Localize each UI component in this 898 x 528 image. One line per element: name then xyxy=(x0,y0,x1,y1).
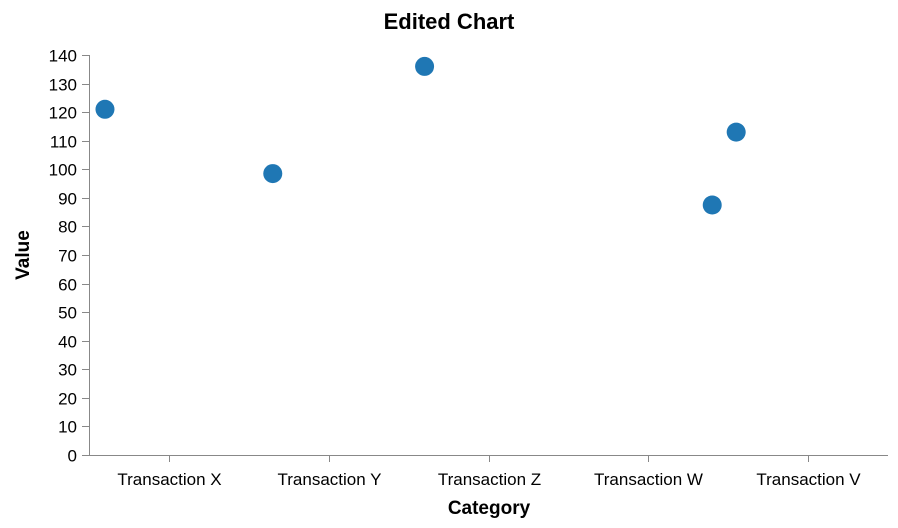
y-tick-label: 130 xyxy=(49,76,77,95)
y-tick-label: 40 xyxy=(58,333,77,352)
x-axis-title: Category xyxy=(448,498,531,519)
data-point xyxy=(263,164,283,184)
y-tick-label: 0 xyxy=(68,447,77,466)
y-axis-title: Value xyxy=(13,230,34,280)
x-tick-label: Transaction V xyxy=(756,470,861,489)
y-tick-label: 120 xyxy=(49,104,77,123)
data-point xyxy=(702,195,722,215)
chart-title: Edited Chart xyxy=(384,9,515,34)
x-axis: Transaction X Transaction Y Transaction Z T… xyxy=(89,455,888,489)
x-tick-label: Transaction Y xyxy=(278,470,382,489)
x-tick-label: Transaction W xyxy=(594,470,703,489)
y-tick-label: 110 xyxy=(50,133,77,152)
y-tick-label: 30 xyxy=(58,361,77,380)
y-tick-label: 50 xyxy=(58,304,77,323)
y-tick-label: 90 xyxy=(58,190,77,209)
data-point xyxy=(726,122,746,142)
y-axis: 0 10 20 30 40 50 60 70 80 90 100 110 120 130 140 xyxy=(49,47,90,466)
data-point xyxy=(95,99,115,119)
y-tick-label: 10 xyxy=(58,418,77,437)
y-tick-label: 20 xyxy=(58,390,77,409)
y-tick-label: 70 xyxy=(58,247,77,266)
y-tick-label: 60 xyxy=(58,276,77,295)
y-tick-label: 100 xyxy=(49,161,77,180)
x-tick-label: Transaction X xyxy=(117,470,221,489)
y-tick-label: 140 xyxy=(49,47,77,66)
y-tick-label: 80 xyxy=(58,218,77,237)
data-points xyxy=(95,56,746,215)
data-point xyxy=(415,56,435,76)
x-tick-label: Transaction Z xyxy=(438,470,541,489)
